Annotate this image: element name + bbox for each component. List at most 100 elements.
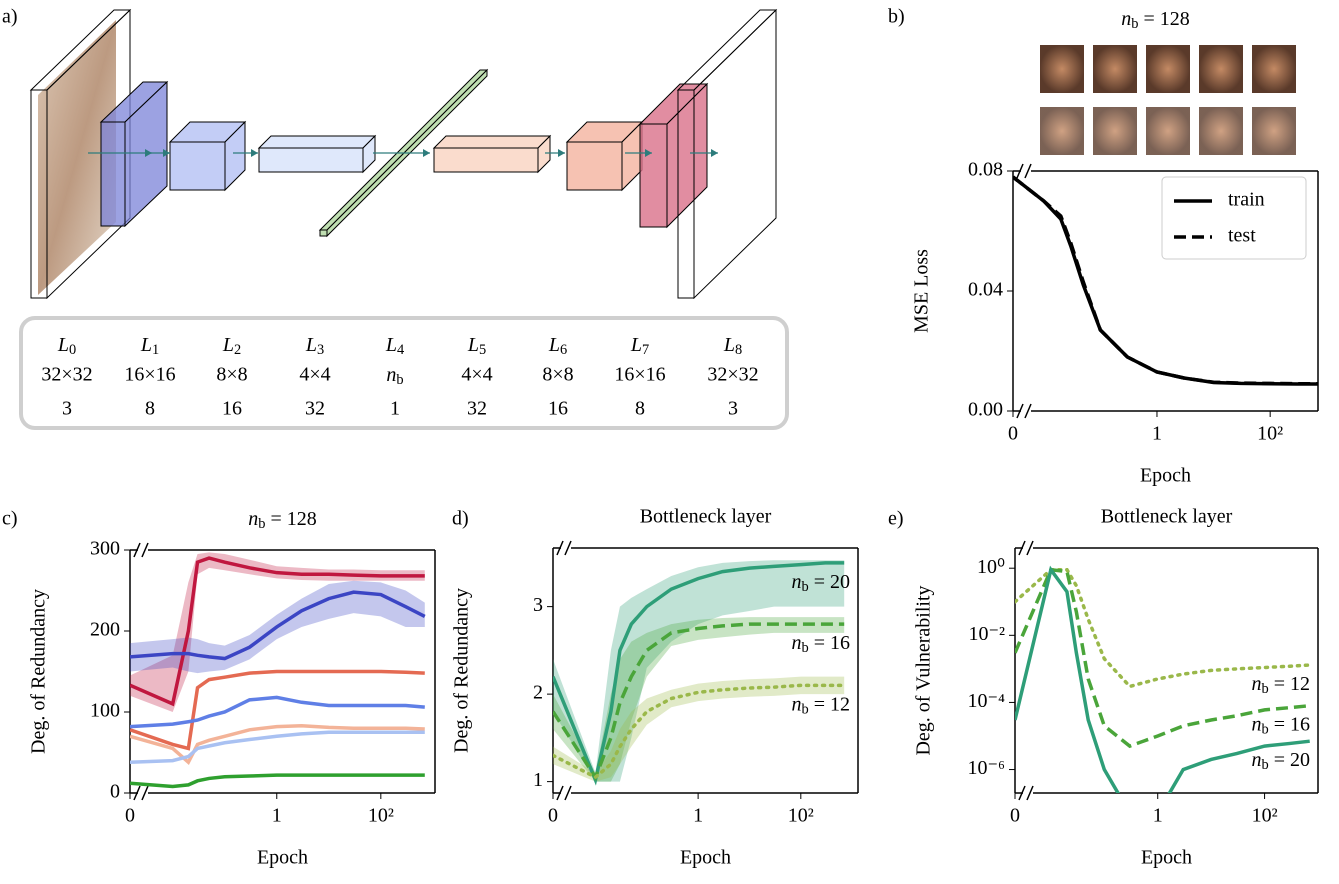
block-l1 — [99, 80, 169, 228]
series-label: nb = 20 — [1252, 749, 1310, 774]
table-layer: L5 — [467, 334, 486, 359]
table-layer: L1 — [140, 334, 159, 359]
table-layer: L8 — [723, 334, 742, 359]
y-axis-label: Deg. of Redundancy — [28, 589, 50, 754]
chart: e) Bottleneck layer Epoch Deg. of Vulnerabi… — [888, 506, 1319, 869]
x-tick-label: 1 — [1152, 423, 1162, 445]
y-tick-label: 0 — [110, 781, 120, 803]
layer-table-box — [19, 316, 789, 430]
input-image — [38, 20, 116, 295]
line — [553, 622, 845, 782]
table-layer: L6 — [548, 334, 567, 359]
table-channels: 1 — [390, 398, 400, 420]
legend-label: test — [1228, 225, 1256, 247]
y-tick-label: 0.00 — [968, 399, 1003, 421]
axis-break — [133, 785, 141, 801]
line — [1015, 567, 1310, 749]
table-size: 32×32 — [707, 364, 758, 386]
x-tick-label: 10² — [788, 805, 814, 827]
table-channels: 8 — [635, 398, 645, 420]
face-front — [100, 121, 126, 227]
block-l2 — [168, 120, 247, 192]
thumbnail — [1199, 107, 1243, 155]
face-front — [677, 89, 695, 299]
x-tick-label: 1 — [1153, 805, 1163, 827]
table-channels: 16 — [222, 398, 242, 420]
chart-title: nb = 128 — [248, 508, 316, 533]
x-axis-label: Epoch — [257, 847, 308, 869]
chart: b) nb = 128 Epoch MSE Loss 0 1 10² 0.00 0.04 0.08… — [888, 6, 1319, 487]
thumbnail — [1146, 107, 1190, 155]
table-size: nb — [386, 364, 403, 389]
line — [130, 556, 425, 707]
y-tick-label: 10⁻⁴ — [967, 690, 1005, 712]
table-size: 8×8 — [216, 364, 247, 386]
x-tick-label: 0 — [1008, 423, 1018, 445]
face-side — [693, 8, 777, 300]
y-tick-label: 10⁰ — [977, 556, 1005, 578]
axis-break — [141, 542, 149, 558]
table-size: 16×16 — [614, 364, 665, 386]
x-tick-label: 10² — [1257, 423, 1283, 445]
face-top — [432, 135, 552, 149]
table-channels: 16 — [548, 398, 568, 420]
plot-area — [1015, 565, 1312, 793]
block-l6 — [565, 120, 644, 192]
line — [1015, 567, 1312, 689]
face-top — [257, 135, 377, 149]
chart: d) Bottleneck layer Epoch Deg. of Redundanc… — [451, 506, 859, 869]
y-tick-label: 0.04 — [968, 279, 1003, 301]
axis-break — [141, 785, 149, 801]
panel-label: d) — [452, 508, 469, 530]
network-diagram — [29, 8, 778, 300]
table-layer: L4 — [385, 334, 404, 359]
table-size: 16×16 — [124, 364, 175, 386]
axis-break — [1018, 540, 1026, 556]
axis-break — [1026, 540, 1034, 556]
x-axis-label: Epoch — [680, 847, 731, 869]
panel-label: a) — [2, 6, 18, 28]
x-tick-label: 1 — [272, 805, 282, 827]
y-tick-label: 1 — [533, 769, 543, 791]
face-front — [169, 141, 226, 191]
line — [1015, 565, 1310, 793]
arrow-head — [711, 149, 718, 157]
x-tick-label: 0 — [548, 805, 558, 827]
y-tick-label: 2 — [533, 682, 543, 704]
line — [130, 773, 425, 789]
band — [553, 560, 845, 782]
table-size: 4×4 — [461, 364, 492, 386]
face-front — [566, 141, 623, 191]
axis-break — [564, 540, 572, 556]
axis-break — [1024, 163, 1032, 179]
y-tick-label: 10⁻² — [968, 623, 1005, 645]
axis-break — [556, 785, 564, 801]
axis-break — [564, 785, 572, 801]
face-front — [30, 89, 48, 299]
line — [130, 730, 425, 764]
y-tick-label: 200 — [90, 619, 120, 641]
table-channels: 3 — [62, 398, 72, 420]
line — [130, 669, 425, 751]
thumbnail — [1252, 45, 1296, 93]
chart-title: Bottleneck layer — [1101, 506, 1233, 528]
arrow-head — [558, 149, 565, 157]
x-tick-label: 10² — [368, 805, 394, 827]
plot-area — [553, 560, 846, 786]
panel-label: e) — [888, 508, 904, 530]
table-size: 4×4 — [299, 364, 330, 386]
panel-label: b) — [888, 6, 905, 28]
face-front — [433, 147, 539, 173]
y-tick-label: 300 — [90, 538, 120, 560]
axis-break — [133, 542, 141, 558]
table-channels: 3 — [728, 398, 738, 420]
line — [130, 695, 425, 729]
axis-break — [1018, 785, 1026, 801]
arrow-head — [645, 149, 652, 157]
series-label: nb = 20 — [792, 570, 850, 595]
face-thumbnails — [1040, 45, 1296, 155]
series-label: nb = 12 — [1252, 673, 1310, 698]
axis-break — [1016, 403, 1024, 419]
table-size: 32×32 — [41, 364, 92, 386]
